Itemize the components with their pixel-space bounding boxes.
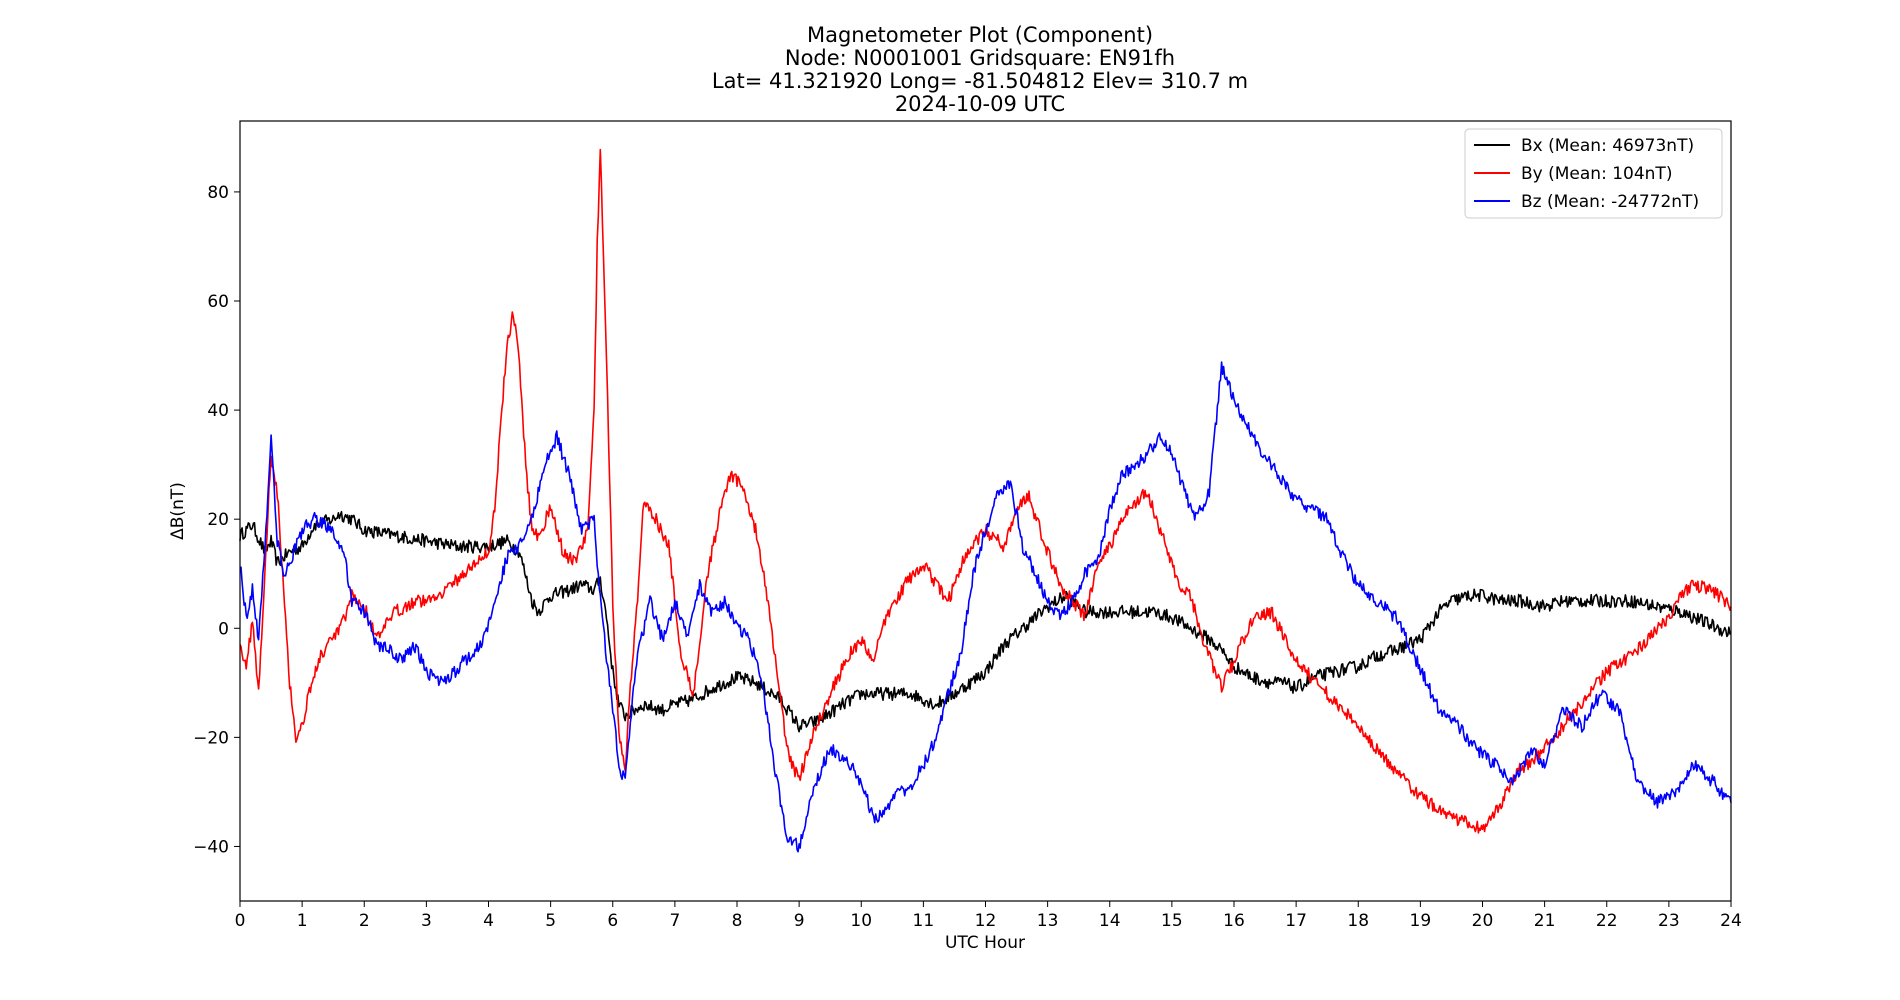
- y-tick-label: 60: [207, 292, 229, 312]
- legend-label: Bz (Mean: -24772nT): [1521, 192, 1699, 212]
- x-tick-label: 20: [1472, 911, 1494, 931]
- x-tick-label: 1: [297, 911, 308, 931]
- y-tick-label: 0: [218, 619, 229, 639]
- x-axis: 0 1 2 3 4 5 6 7 8 9 10 11 12 13 14 15 16 17 18 19 20 21 22 23 24: [235, 901, 1742, 931]
- x-tick-label: 15: [1161, 911, 1183, 931]
- x-tick-label: 3: [421, 911, 432, 931]
- legend-label: By (Mean: 104nT): [1521, 164, 1672, 184]
- series-line-bz: [239, 361, 1732, 853]
- x-tick-label: 0: [235, 911, 246, 931]
- x-tick-label: 24: [1720, 911, 1742, 931]
- x-tick-label: 23: [1658, 911, 1680, 931]
- x-tick-label: 5: [545, 911, 556, 931]
- y-tick-label: 20: [207, 510, 229, 530]
- x-tick-label: 14: [1099, 911, 1121, 931]
- x-tick-label: 10: [850, 911, 872, 931]
- series-line-bx: [239, 510, 1732, 733]
- series-lines: [239, 148, 1732, 853]
- x-tick-label: 16: [1223, 911, 1245, 931]
- chart-title: Magnetometer Plot (Component) Node: N000…: [712, 23, 1248, 116]
- title-line-2: Node: N0001001 Gridsquare: EN91fh: [785, 46, 1175, 70]
- x-tick-label: 9: [794, 911, 805, 931]
- x-tick-label: 21: [1534, 911, 1556, 931]
- legend-box: [1464, 128, 1723, 219]
- x-tick-label: 18: [1347, 911, 1369, 931]
- title-line-3: Lat= 41.321920 Long= -81.504812 Elev= 31…: [712, 69, 1248, 93]
- title-line-1: Magnetometer Plot (Component): [807, 23, 1153, 47]
- y-tick-label: 80: [207, 183, 229, 203]
- x-tick-label: 2: [359, 911, 370, 931]
- title-line-4: 2024-10-09 UTC: [895, 92, 1065, 116]
- legend: Bx (Mean: 46973nT) By (Mean: 104nT) Bz (Me…: [1464, 128, 1723, 219]
- y-tick-label: 40: [207, 401, 229, 421]
- x-tick-label: 11: [913, 911, 935, 931]
- x-tick-label: 22: [1596, 911, 1618, 931]
- y-tick-label: −40: [193, 837, 229, 857]
- x-tick-label: 12: [975, 911, 997, 931]
- x-tick-label: 13: [1037, 911, 1059, 931]
- x-tick-label: 7: [669, 911, 680, 931]
- series-line-by: [239, 148, 1732, 834]
- legend-label: Bx (Mean: 46973nT): [1521, 136, 1694, 156]
- y-tick-label: −20: [193, 728, 229, 748]
- x-tick-label: 8: [732, 911, 743, 931]
- x-tick-label: 17: [1285, 911, 1307, 931]
- x-axis-label: UTC Hour: [945, 933, 1025, 953]
- x-tick-label: 4: [483, 911, 494, 931]
- y-axis: −40 −20 0 20 40 60 80: [193, 183, 240, 857]
- y-axis-label: ΔB(nT): [168, 482, 188, 540]
- x-tick-label: 6: [607, 911, 618, 931]
- plot-area: [239, 120, 1732, 902]
- x-tick-label: 19: [1410, 911, 1432, 931]
